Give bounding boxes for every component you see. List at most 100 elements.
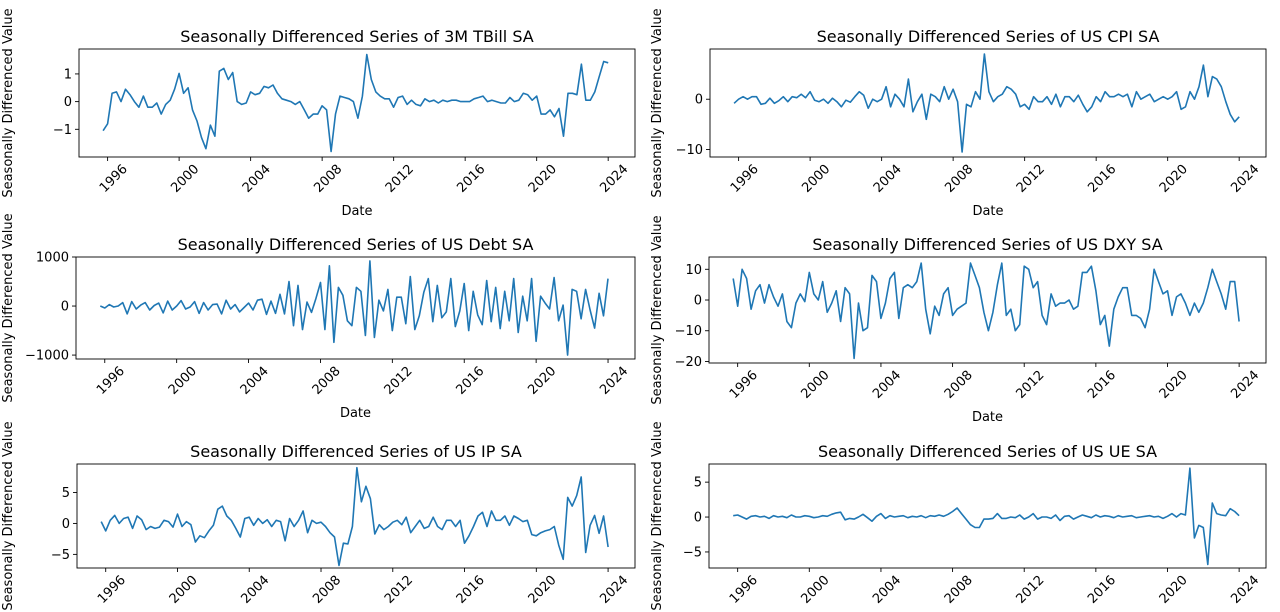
x-tick-label: 2020 xyxy=(526,573,560,607)
chart-panel-1: Seasonally Differenced Series of 3M TBil… xyxy=(1,8,636,219)
chart-panel-6: Seasonally Differenced Series of US UE S… xyxy=(650,421,1267,611)
y-axis-label: Seasonally Differenced Value xyxy=(650,8,665,197)
y-axis-label: Seasonally Differenced Value xyxy=(650,421,665,610)
x-tick-label: 2008 xyxy=(311,162,345,196)
chart-panel-4: Seasonally Differenced Series of US DXY … xyxy=(650,215,1267,425)
x-tick-label: 2000 xyxy=(168,162,202,196)
y-tick-label: 1 xyxy=(64,67,72,82)
plot-frame xyxy=(709,48,1267,158)
x-tick-label: 2000 xyxy=(166,364,200,398)
x-tick-label: 2016 xyxy=(454,162,488,196)
y-axis-label: Seasonally Differenced Value xyxy=(1,421,16,610)
y-axis-label: Seasonally Differenced Value xyxy=(1,8,16,197)
chart-panel-3: Seasonally Differenced Series of US Debt… xyxy=(1,213,636,421)
series-line xyxy=(100,466,609,567)
x-tick-label: 2008 xyxy=(942,162,976,196)
series-line xyxy=(733,467,1240,566)
x-tick-label: 2016 xyxy=(1085,368,1119,402)
y-tick-label: −1 xyxy=(53,123,72,138)
x-tick-label: 2008 xyxy=(310,364,344,398)
x-tick-label: 2012 xyxy=(1013,573,1047,607)
y-tick-label: 5 xyxy=(62,486,70,501)
chart-title: Seasonally Differenced Series of US IP S… xyxy=(190,442,522,461)
y-tick-label: 0 xyxy=(694,294,702,309)
x-tick-label: 2004 xyxy=(240,162,274,196)
y-tick-label: −10 xyxy=(676,143,703,158)
series-line xyxy=(733,53,1240,153)
x-tick-label: 2020 xyxy=(526,162,560,196)
y-tick-label: 5 xyxy=(694,476,702,491)
x-tick-label: 2008 xyxy=(942,573,976,607)
y-tick-label: −5 xyxy=(683,545,702,560)
y-tick-label: −5 xyxy=(51,548,70,563)
x-tick-label: 2020 xyxy=(1157,162,1191,196)
plot-frame xyxy=(75,256,636,360)
chart-title: Seasonally Differenced Series of US CPI … xyxy=(817,27,1160,46)
chart-title: Seasonally Differenced Series of US DXY … xyxy=(812,235,1162,254)
x-tick-label: 2008 xyxy=(310,573,344,607)
x-tick-label: 2000 xyxy=(167,573,201,607)
x-tick-label: 2016 xyxy=(454,573,488,607)
x-axis-label: Date xyxy=(341,204,372,219)
y-tick-label: 0 xyxy=(695,93,703,108)
series-line xyxy=(732,262,1240,360)
x-tick-label: 2016 xyxy=(1085,162,1119,196)
y-tick-label: 10 xyxy=(685,263,702,278)
chart-title: Seasonally Differenced Series of US UE S… xyxy=(818,442,1157,461)
x-tick-label: 2004 xyxy=(870,573,904,607)
y-axis-label: Seasonally Differenced Value xyxy=(1,213,16,402)
y-tick-label: 0 xyxy=(694,511,702,526)
x-tick-label: 2012 xyxy=(1013,368,1047,402)
y-tick-label: 1000 xyxy=(36,251,69,266)
x-tick-label: 2012 xyxy=(382,573,416,607)
x-tick-label: 2012 xyxy=(1014,162,1048,196)
x-axis-label: Date xyxy=(972,410,1003,425)
chart-title: Seasonally Differenced Series of 3M TBil… xyxy=(180,27,534,46)
x-tick-label: 2016 xyxy=(453,364,487,398)
x-axis-label: Date xyxy=(972,204,1003,219)
x-tick-label: 2024 xyxy=(1228,573,1262,607)
x-tick-label: 2000 xyxy=(799,573,833,607)
y-axis-label: Seasonally Differenced Value xyxy=(650,215,665,404)
x-tick-label: 2024 xyxy=(597,162,631,196)
x-tick-label: 2016 xyxy=(1085,573,1119,607)
x-tick-label: 2000 xyxy=(799,162,833,196)
plot-frame xyxy=(78,48,636,158)
x-tick-label: 2000 xyxy=(799,368,833,402)
x-tick-label: 2004 xyxy=(238,573,272,607)
x-tick-label: 2004 xyxy=(238,364,272,398)
y-tick-label: 0 xyxy=(64,95,72,110)
x-tick-label: 2012 xyxy=(382,364,416,398)
y-tick-label: 0 xyxy=(61,300,69,315)
y-tick-label: −1000 xyxy=(25,349,69,364)
x-tick-label: 1996 xyxy=(97,162,131,196)
series-line xyxy=(102,53,609,153)
x-tick-label: 2024 xyxy=(597,573,631,607)
y-tick-label: 0 xyxy=(62,517,70,532)
chart-panel-2: Seasonally Differenced Series of US CPI … xyxy=(650,8,1267,219)
x-tick-label: 2020 xyxy=(525,364,559,398)
x-tick-label: 1996 xyxy=(94,364,128,398)
x-tick-label: 2020 xyxy=(1157,573,1191,607)
y-tick-label: −10 xyxy=(675,324,702,339)
x-tick-label: 2024 xyxy=(1228,162,1262,196)
x-tick-label: 2020 xyxy=(1157,368,1191,402)
x-tick-label: 2024 xyxy=(597,364,631,398)
chart-panel-5: Seasonally Differenced Series of US IP S… xyxy=(1,421,636,611)
x-tick-label: 2008 xyxy=(942,368,976,402)
chart-title: Seasonally Differenced Series of US Debt… xyxy=(178,235,534,254)
x-axis-label: Date xyxy=(340,406,371,421)
x-tick-label: 1996 xyxy=(727,368,761,402)
x-tick-label: 2024 xyxy=(1228,368,1262,402)
plot-frame xyxy=(708,256,1267,364)
x-tick-label: 2004 xyxy=(870,368,904,402)
y-tick-label: −20 xyxy=(675,355,702,370)
x-tick-label: 1996 xyxy=(727,573,761,607)
x-tick-label: 1996 xyxy=(95,573,129,607)
plot-frame xyxy=(76,463,636,569)
x-tick-label: 2012 xyxy=(383,162,417,196)
x-tick-label: 1996 xyxy=(728,162,762,196)
series-line xyxy=(99,260,609,356)
plot-frame xyxy=(708,463,1267,569)
